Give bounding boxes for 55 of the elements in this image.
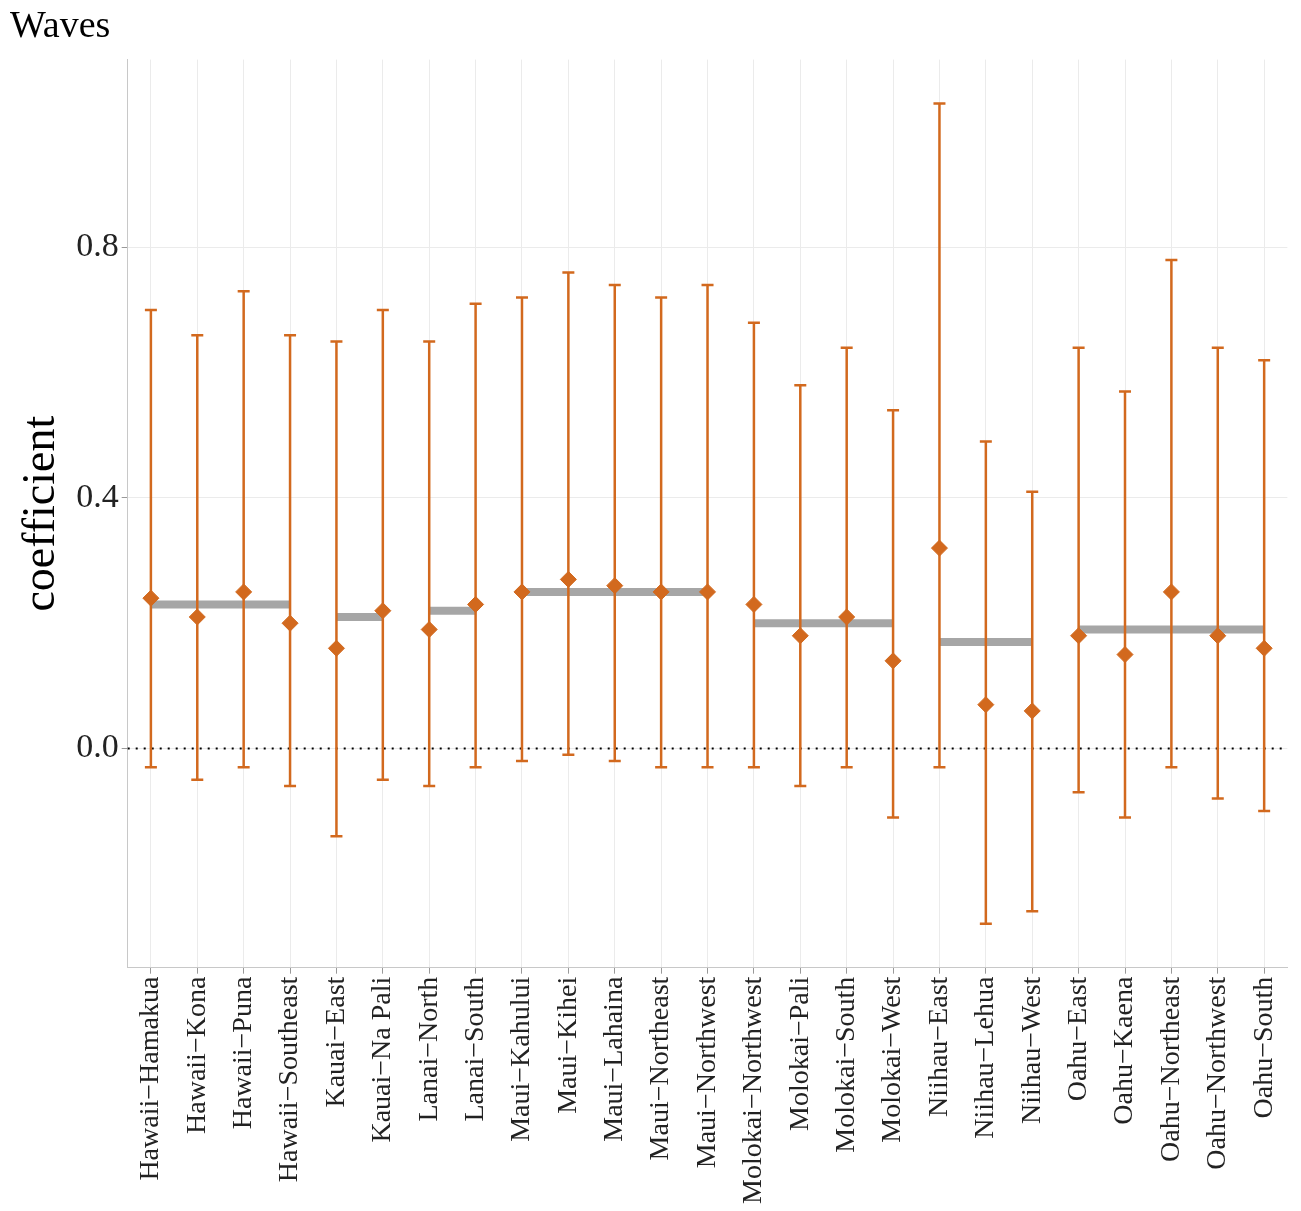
x-tick-label: Oahu−Northwest (1200, 976, 1232, 1170)
point (791, 627, 809, 645)
x-tick-label: Hawaii−Puna (226, 976, 258, 1130)
point (930, 539, 948, 557)
point (513, 583, 531, 601)
point (235, 583, 253, 601)
point (1023, 702, 1041, 720)
point (188, 608, 206, 626)
point (1070, 627, 1088, 645)
point (1209, 627, 1227, 645)
x-tick-label: Oahu−Kaena (1107, 976, 1139, 1125)
x-tick-label: Hawaii−Southeast (272, 976, 304, 1183)
x-tick-label: Maui−Northwest (689, 976, 721, 1169)
point (1116, 646, 1134, 664)
point (374, 602, 392, 620)
point (327, 639, 345, 657)
x-tick-label: Hawaii−Kona (179, 976, 211, 1134)
point (467, 595, 485, 613)
x-tick-label: Kauai−Na Pali (365, 976, 397, 1143)
point (699, 583, 717, 601)
point (884, 652, 902, 670)
point (559, 570, 577, 588)
point (420, 621, 438, 638)
chart-title: Waves (10, 2, 111, 45)
x-tick-label: Kauai−East (318, 976, 350, 1108)
point (142, 589, 160, 607)
x-tick-label: Niihau−Lehua (968, 976, 1000, 1139)
point (1162, 583, 1180, 601)
x-tick-label: Maui−Kahului (504, 976, 536, 1142)
x-tick-label: Molokai−Northwest (736, 976, 768, 1205)
point (1255, 639, 1273, 657)
y-axis-title: coefficient (12, 415, 64, 612)
x-tick-label: Maui−Kihei (550, 976, 582, 1114)
x-tick-label: Hawaii−Hamakua (133, 976, 165, 1181)
point (745, 595, 763, 613)
x-tick-label: Maui−Lahaina (597, 976, 629, 1142)
x-tick-label: Niihau−West (1014, 976, 1046, 1124)
x-tick-label: Oahu−South (1246, 976, 1278, 1119)
x-tick-label: Lanai−South (457, 976, 489, 1122)
y-tick-label: 0.0 (76, 727, 119, 765)
x-tick-label: Maui−Northeast (643, 976, 675, 1161)
x-tick-label: Niihau−East (921, 976, 953, 1117)
point (838, 608, 856, 626)
point (606, 577, 624, 595)
x-tick-label: Oahu−Northeast (1153, 976, 1185, 1162)
x-tick-label: Molokai−West (875, 976, 907, 1143)
y-tick-label: 0.8 (76, 226, 119, 264)
x-tick-label: Molokai−Pali (782, 976, 814, 1131)
point (977, 696, 995, 714)
x-tick-label: Lanai−North (411, 976, 443, 1122)
point (652, 583, 670, 601)
point (281, 614, 299, 632)
x-tick-label: Molokai−South (829, 976, 861, 1153)
x-tick-label: Oahu−East (1060, 976, 1092, 1102)
y-tick-label: 0.4 (76, 476, 119, 514)
